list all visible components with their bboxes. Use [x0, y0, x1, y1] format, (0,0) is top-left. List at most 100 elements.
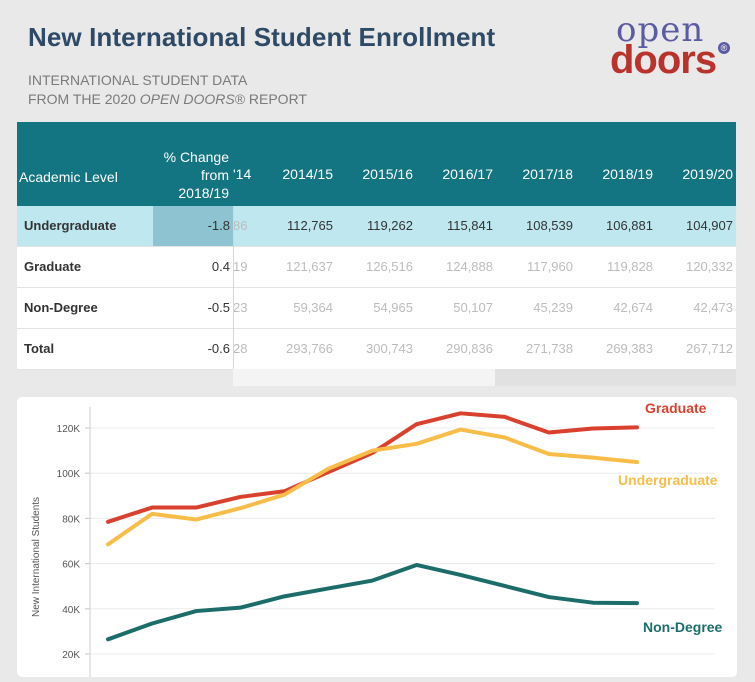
- data-point-non-degree: [636, 602, 638, 604]
- data-point-non-degree: [327, 587, 329, 589]
- highlight-cell: [153, 206, 233, 246]
- cell-2018-19: 42,674: [613, 300, 653, 315]
- horizontal-scrollbar-thumb[interactable]: [233, 369, 495, 386]
- data-point-graduate: [636, 426, 638, 428]
- cell-2014-15: 293,766: [286, 341, 333, 356]
- y-axis-label: New International Students: [31, 497, 42, 617]
- y-tick-label: 60K: [62, 560, 80, 571]
- data-point-graduate: [107, 521, 109, 523]
- data-point-non-degree: [372, 580, 373, 582]
- header-year-2019-20[interactable]: 2019/20: [682, 166, 733, 182]
- data-point-non-degree: [283, 595, 285, 597]
- series-label-undergraduate: Undergraduate: [618, 472, 718, 488]
- header-year-clipped[interactable]: '14: [233, 166, 252, 182]
- data-point-graduate: [327, 471, 329, 473]
- row-label: Total: [24, 341, 55, 356]
- table-row-graduate[interactable]: Graduate 0.4 19 121,637 126,516 124,888 …: [17, 247, 736, 288]
- data-point-non-degree: [460, 574, 462, 576]
- cell-2015-16: 119,262: [366, 218, 413, 233]
- data-point-undergraduate: [372, 450, 373, 452]
- row-label: Non-Degree: [24, 300, 98, 315]
- open-doors-logo: open ® doors: [608, 10, 732, 86]
- data-point-graduate: [239, 496, 241, 498]
- cell-2017-18: 117,960: [526, 259, 573, 274]
- data-point-undergraduate: [416, 443, 418, 445]
- data-point-non-degree: [195, 610, 197, 612]
- header-year-2015-16[interactable]: 2015/16: [362, 166, 413, 182]
- header-year-2016-17[interactable]: 2016/17: [442, 166, 493, 182]
- cell-2019-20: 104,907: [686, 218, 733, 233]
- cell-2017-18: 271,738: [526, 341, 573, 356]
- data-point-undergraduate: [592, 457, 594, 459]
- data-point-undergraduate: [327, 468, 329, 470]
- horizontal-scrollbar-track[interactable]: [495, 369, 736, 386]
- chart-card: 20K 40K 60K 80K 100K 120K New International St…: [17, 397, 737, 677]
- data-point-graduate: [548, 432, 550, 434]
- data-point-non-degree: [504, 585, 506, 587]
- cell-2018-19: 269,383: [606, 341, 653, 356]
- data-point-undergraduate: [504, 436, 506, 438]
- header-year-2014-15[interactable]: 2014/15: [282, 166, 333, 182]
- pct-change-value: -0.5: [207, 300, 230, 315]
- data-point-graduate: [151, 507, 153, 509]
- logo-doors-text: doors: [610, 38, 717, 82]
- subtitle-line-1: INTERNATIONAL STUDENT DATA: [28, 72, 248, 88]
- header-year-2017-18[interactable]: 2017/18: [522, 166, 573, 182]
- data-point-non-degree: [151, 622, 153, 624]
- series-line-graduate: [106, 411, 639, 524]
- y-tick-label: 20K: [62, 650, 80, 661]
- pct-change-value: -1.8: [207, 218, 230, 233]
- enrollment-table: Academic Level % Change from 2018/19 '14…: [17, 122, 736, 370]
- cell-2019-20: 267,712: [686, 341, 733, 356]
- series-line-undergraduate: [106, 427, 639, 547]
- cell-2016-17: 50,107: [453, 300, 493, 315]
- data-point-non-degree: [239, 607, 241, 609]
- series-line-non-degree: [106, 562, 639, 642]
- data-point-undergraduate: [239, 507, 241, 509]
- frozen-column-divider: [17, 206, 234, 369]
- page-title: New International Student Enrollment: [28, 22, 496, 52]
- cell-2018-19: 106,881: [606, 218, 653, 233]
- table-row-total[interactable]: Total -0.6 28 293,766 300,743 290,836 27…: [17, 329, 736, 370]
- data-point-undergraduate: [151, 513, 153, 515]
- data-point-non-degree: [416, 564, 418, 566]
- cell-2015-16: 54,965: [373, 300, 413, 315]
- data-point-undergraduate: [548, 453, 550, 455]
- header-pct-change[interactable]: % Change from 2018/19: [163, 149, 229, 201]
- y-tick-label: 40K: [62, 605, 80, 616]
- data-point-graduate: [416, 423, 418, 425]
- data-point-graduate: [195, 507, 197, 509]
- cell-2015-16: 300,743: [366, 341, 413, 356]
- data-point-undergraduate: [195, 519, 197, 521]
- table-row-undergraduate[interactable]: Undergraduate -1.8 86 112,765 119,262 11…: [17, 206, 736, 247]
- cell-2015-16: 126,516: [366, 259, 413, 274]
- cell-2016-17: 124,888: [446, 259, 493, 274]
- series-label-graduate: Graduate: [645, 400, 707, 416]
- series-label-non-degree: Non-Degree: [643, 619, 723, 635]
- data-point-non-degree: [107, 638, 109, 640]
- data-point-graduate: [592, 427, 594, 429]
- cell-2019-20: 120,332: [686, 259, 733, 274]
- data-point-undergraduate: [636, 461, 638, 463]
- pct-change-value: 0.4: [211, 259, 230, 274]
- header-academic-level[interactable]: Academic Level: [19, 169, 118, 185]
- cell-2014-15: 112,765: [286, 218, 333, 233]
- pct-change-value: -0.6: [207, 341, 230, 356]
- table-row-non-degree[interactable]: Non-Degree -0.5 23 59,364 54,965 50,107 …: [17, 288, 736, 329]
- cell-2016-17: 290,836: [446, 341, 493, 356]
- header-year-2018-19[interactable]: 2018/19: [602, 166, 653, 182]
- logo-registered-mark: ®: [718, 42, 730, 54]
- y-tick-label: 100K: [57, 469, 81, 480]
- cell-2018-19: 119,828: [606, 259, 653, 274]
- clipped-value: 23: [233, 300, 248, 315]
- data-point-graduate: [504, 416, 506, 418]
- cell-2016-17: 115,841: [446, 218, 493, 233]
- clipped-value: 19: [233, 259, 248, 274]
- cell-2017-18: 108,539: [526, 218, 573, 233]
- data-point-undergraduate: [460, 429, 462, 431]
- clipped-value: 28: [233, 341, 248, 356]
- data-point-undergraduate: [283, 494, 285, 496]
- y-tick-label: 80K: [62, 514, 80, 525]
- data-point-undergraduate: [107, 543, 109, 545]
- cell-2014-15: 59,364: [293, 300, 333, 315]
